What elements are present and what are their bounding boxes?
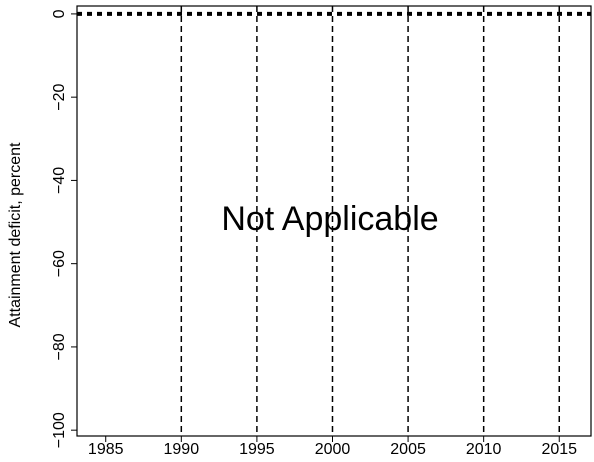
x-tick-label: 1985 [88,441,124,458]
y-tick-label: −20 [51,83,68,110]
plot-box [76,5,592,437]
x-tick-label: 1990 [164,441,200,458]
x-tick-label: 2005 [390,441,426,458]
x-tick-label: 1995 [239,441,275,458]
annotation: Not Applicable [221,200,438,238]
x-tick-label: 2015 [541,441,577,458]
x-tick-label: 2010 [466,441,502,458]
y-tick-label: −100 [51,412,68,448]
y-axis-label: Attainment deficit, percent [7,142,24,328]
y-tick-label: −80 [51,333,68,360]
y-tick-label: 0 [51,9,68,18]
y-tick-label: −60 [51,250,68,277]
x-tick-label: 2000 [315,441,351,458]
y-tick-label: −40 [51,167,68,194]
